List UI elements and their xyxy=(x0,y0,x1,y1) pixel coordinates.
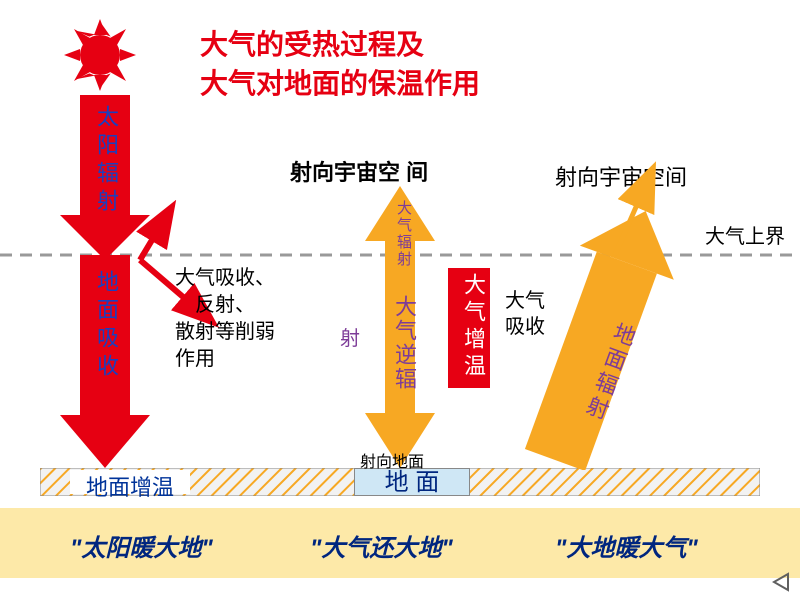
ground-warming-label: 地面增温 xyxy=(70,470,190,494)
title-line2: 大气对地面的保温作用 xyxy=(200,64,480,103)
nav-prev-icon[interactable] xyxy=(772,572,792,592)
phrase-2: "大气还大地" xyxy=(310,528,453,563)
reflect-text: 大气吸收、 反射、 散射等削弱 作用 xyxy=(175,265,275,373)
space-label-left: 射向宇宙空 间 xyxy=(290,155,428,187)
atm-rad-toground: 射向地面 xyxy=(360,448,424,472)
ground-label: 地 面 xyxy=(354,468,470,496)
atm-rad-she: 射 xyxy=(340,322,360,351)
ground-radiation-arrow xyxy=(485,160,735,470)
atm-rad-label: 大气辐射 xyxy=(393,200,414,268)
title-line1: 大气的受热过程及 xyxy=(200,25,480,64)
atm-rad-main: 大气逆辐 xyxy=(388,295,420,391)
solar-label-bottom: 地面吸收 xyxy=(90,270,122,382)
phrase-3: "大地暖大气" xyxy=(555,528,698,563)
phrase-1: "太阳暖大地" xyxy=(70,528,213,563)
sun-icon xyxy=(60,15,140,95)
diagram-title: 大气的受热过程及 大气对地面的保温作用 xyxy=(200,25,480,103)
solar-label-top: 太阳辐射 xyxy=(90,105,122,217)
